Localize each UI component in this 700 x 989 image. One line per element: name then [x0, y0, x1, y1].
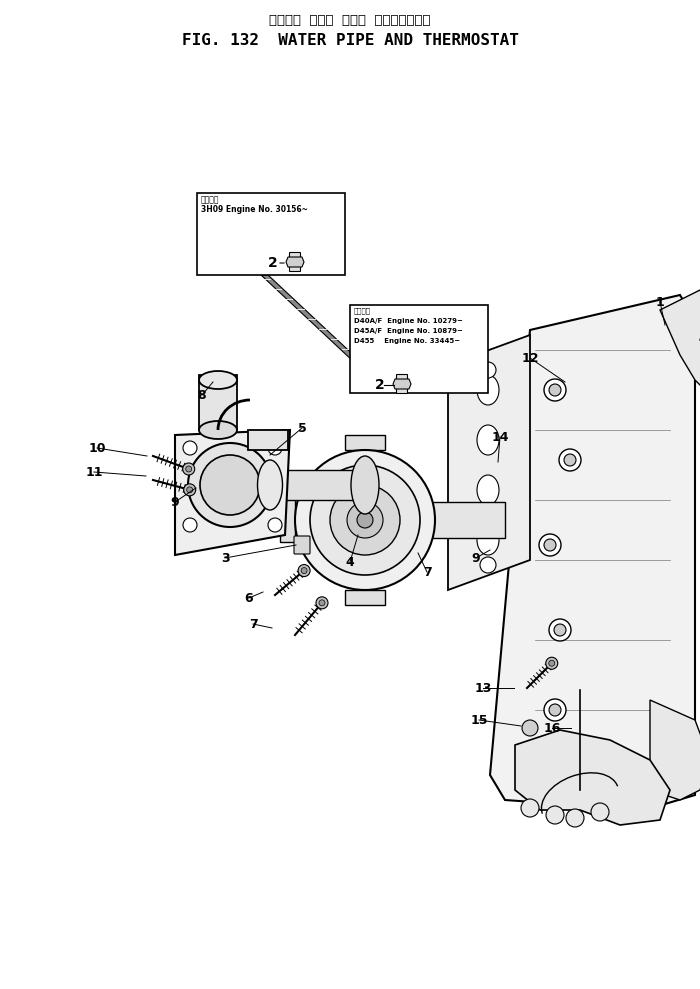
Polygon shape — [448, 335, 530, 590]
Text: 13: 13 — [475, 681, 491, 694]
Circle shape — [357, 512, 373, 528]
Circle shape — [549, 661, 554, 667]
Polygon shape — [490, 295, 695, 810]
Circle shape — [549, 384, 561, 396]
Text: 適用機種: 適用機種 — [201, 195, 220, 204]
Ellipse shape — [477, 375, 499, 405]
Circle shape — [200, 455, 260, 515]
Circle shape — [298, 565, 310, 577]
Text: 9: 9 — [171, 495, 179, 508]
Circle shape — [183, 463, 195, 475]
Circle shape — [554, 624, 566, 636]
Text: 10: 10 — [88, 441, 106, 455]
Circle shape — [187, 487, 192, 493]
Circle shape — [183, 441, 197, 455]
Circle shape — [268, 518, 282, 532]
Circle shape — [591, 803, 609, 821]
Circle shape — [188, 443, 272, 527]
Circle shape — [183, 518, 197, 532]
Polygon shape — [280, 498, 295, 542]
Text: ウォータ  パイプ  および  サーモスタット: ウォータ パイプ および サーモスタット — [270, 14, 430, 27]
Circle shape — [295, 450, 435, 590]
Text: 1: 1 — [656, 296, 664, 309]
Circle shape — [319, 599, 325, 606]
Circle shape — [549, 619, 571, 641]
Circle shape — [186, 466, 192, 472]
Polygon shape — [660, 290, 700, 400]
Text: 14: 14 — [491, 430, 509, 443]
Circle shape — [544, 699, 566, 721]
Circle shape — [268, 441, 282, 455]
Text: 12: 12 — [522, 351, 539, 365]
Circle shape — [559, 449, 581, 471]
Polygon shape — [515, 730, 670, 825]
Text: 7: 7 — [423, 566, 431, 579]
Text: 7: 7 — [248, 617, 258, 631]
Circle shape — [522, 720, 538, 736]
Circle shape — [539, 534, 561, 556]
Text: 3: 3 — [220, 552, 230, 565]
Text: 16: 16 — [543, 722, 561, 735]
Polygon shape — [345, 590, 385, 605]
Text: 6: 6 — [245, 591, 253, 604]
Polygon shape — [261, 275, 362, 363]
Text: 3H09 Engine No. 30156~: 3H09 Engine No. 30156~ — [201, 205, 308, 214]
Ellipse shape — [199, 371, 237, 389]
Bar — [199, 375, 237, 430]
Polygon shape — [175, 430, 290, 555]
Circle shape — [183, 484, 196, 495]
FancyBboxPatch shape — [396, 375, 407, 394]
Text: 2: 2 — [268, 256, 278, 270]
Ellipse shape — [199, 421, 237, 439]
Circle shape — [480, 362, 496, 378]
Text: D40A/F  Engine No. 10279~: D40A/F Engine No. 10279~ — [354, 318, 463, 324]
Circle shape — [316, 596, 328, 609]
Bar — [270, 470, 365, 500]
Circle shape — [301, 568, 307, 574]
Bar — [420, 502, 505, 538]
Bar — [197, 193, 345, 275]
Polygon shape — [286, 257, 304, 267]
Text: FIG. 132  WATER PIPE AND THERMOSTAT: FIG. 132 WATER PIPE AND THERMOSTAT — [181, 33, 519, 48]
FancyBboxPatch shape — [290, 252, 300, 272]
Text: 2: 2 — [375, 378, 385, 392]
Polygon shape — [345, 435, 385, 450]
Circle shape — [546, 806, 564, 824]
Circle shape — [566, 809, 584, 827]
Text: 15: 15 — [470, 713, 488, 727]
Text: D45A/F  Engine No. 10879~: D45A/F Engine No. 10879~ — [354, 328, 463, 334]
Circle shape — [544, 379, 566, 401]
Circle shape — [330, 485, 400, 555]
Text: 11: 11 — [85, 466, 103, 479]
Ellipse shape — [351, 456, 379, 514]
Circle shape — [544, 539, 556, 551]
Text: 9: 9 — [472, 552, 480, 565]
Text: 適用機種: 適用機種 — [354, 307, 371, 314]
Text: 5: 5 — [298, 421, 307, 434]
Ellipse shape — [477, 525, 499, 555]
Ellipse shape — [477, 425, 499, 455]
Circle shape — [549, 704, 561, 716]
Circle shape — [564, 454, 576, 466]
Polygon shape — [393, 379, 411, 389]
Bar — [350, 305, 488, 393]
Circle shape — [347, 502, 383, 538]
Circle shape — [521, 799, 539, 817]
Text: D455    Engine No. 33445~: D455 Engine No. 33445~ — [354, 338, 460, 344]
Text: 4: 4 — [346, 556, 354, 569]
Ellipse shape — [477, 475, 499, 505]
Circle shape — [546, 658, 558, 670]
Circle shape — [310, 465, 420, 575]
Bar — [248, 430, 288, 450]
FancyBboxPatch shape — [294, 536, 310, 554]
Text: 8: 8 — [197, 389, 206, 402]
Polygon shape — [650, 700, 700, 800]
Ellipse shape — [258, 460, 283, 510]
Circle shape — [480, 557, 496, 573]
